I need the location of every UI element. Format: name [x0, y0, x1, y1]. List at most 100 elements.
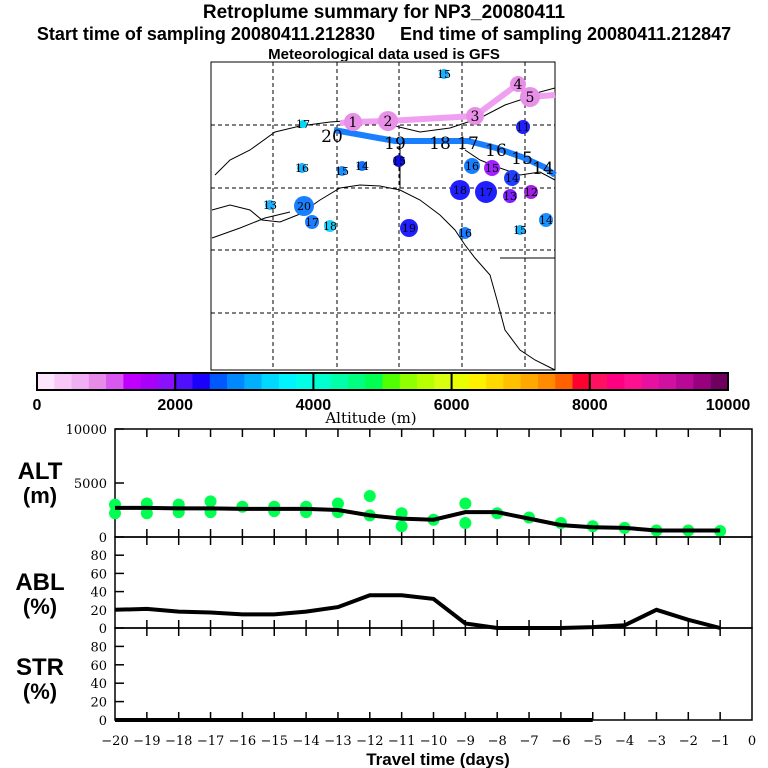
- pink-trajectory-label: 3: [471, 109, 480, 125]
- x-tick-label: −15: [261, 734, 288, 749]
- colorbar-swatch: [399, 373, 418, 390]
- colorbar-swatch: [624, 373, 643, 390]
- plume-marker: [450, 180, 470, 200]
- altitude-colorbar: 0 2000 4000 6000 8000 10000 Altitude (m): [33, 372, 750, 427]
- plume-marker: [297, 163, 307, 173]
- plume-marker-label: 16: [295, 162, 309, 175]
- pink-trajectory-marker: [378, 111, 398, 131]
- plume-marker-label: 19: [402, 222, 416, 235]
- colorbar-swatch: [313, 373, 332, 390]
- colorbar-swatch: [330, 373, 349, 390]
- y-tick-label: 0: [99, 714, 107, 729]
- colorbar-swatch: [278, 373, 297, 390]
- colorbar-swatch: [676, 373, 694, 390]
- colorbar-tick-label: 4000: [296, 397, 332, 414]
- altitude-point: [459, 516, 472, 529]
- x-tick-label: −6: [551, 734, 570, 749]
- colorbar-swatch: [607, 373, 625, 390]
- plume-marker: [484, 160, 500, 176]
- plume-marker: [400, 219, 418, 237]
- y-tick-label: 60: [90, 659, 107, 674]
- x-tick-label: −20: [101, 734, 128, 749]
- met-data-note: Meteorological data used is GFS: [268, 46, 500, 61]
- y-tick-label: 80: [90, 640, 107, 655]
- plume-marker-label: 15: [513, 224, 527, 237]
- y-tick-label: 5000: [74, 477, 107, 492]
- blue-trajectory-label: 16: [485, 141, 507, 161]
- x-tick-label: −12: [356, 734, 383, 749]
- colorbar-swatch: [693, 373, 712, 390]
- colorbar-swatch: [54, 373, 73, 390]
- x-tick-label: −8: [488, 734, 507, 749]
- plume-marker-label: 20: [297, 200, 311, 213]
- plume-marker: [357, 161, 367, 171]
- blue-trajectory-label: 17: [457, 134, 479, 154]
- colorbar-swatch: [296, 373, 314, 390]
- blue-trajectory-label: 15: [511, 149, 533, 169]
- altitude-point: [236, 500, 249, 513]
- x-tick-label: 0: [748, 734, 756, 749]
- blue-trajectory-line: [333, 127, 557, 178]
- panel-str: 0 20 40 60 80 STR(%): [16, 627, 753, 729]
- blue-trajectory-label: 20: [321, 127, 343, 147]
- plume-marker-label: 17: [296, 118, 310, 131]
- colorbar-swatch: [365, 373, 383, 390]
- coastline: [211, 211, 291, 239]
- x-tick-label: −3: [647, 734, 666, 749]
- x-tick-label: −19: [133, 734, 160, 749]
- x-tick-label: −18: [165, 734, 192, 749]
- plume-marker-label: 15: [392, 155, 406, 168]
- colorbar-swatch: [227, 373, 245, 390]
- panel-label: ABL: [15, 569, 64, 596]
- plume-marker-label: 13: [263, 199, 277, 212]
- colorbar-swatch: [106, 373, 124, 390]
- x-tick-label: −1: [711, 734, 730, 749]
- colorbar-swatch: [37, 373, 55, 390]
- panel-label: STR: [16, 654, 64, 681]
- altitude-point: [395, 507, 408, 520]
- plume-marker: [503, 189, 517, 203]
- colorbar-swatch: [555, 373, 574, 390]
- x-tick-label: −10: [420, 734, 447, 749]
- pink-trajectory-marker: [466, 107, 484, 125]
- blue-trajectory-label: 19: [384, 134, 406, 154]
- x-tick-label: −16: [229, 734, 256, 749]
- plume-marker-label: 17: [479, 186, 493, 199]
- y-tick-label: 10000: [66, 423, 107, 438]
- x-axis-label: Travel time (days): [366, 750, 510, 768]
- colorbar-tick-label: 0: [33, 397, 42, 414]
- plume-marker: [305, 215, 319, 229]
- plume-marker: [516, 120, 530, 134]
- plume-marker-label: 13: [503, 190, 517, 203]
- plume-marker: [504, 170, 520, 186]
- panel-label: ALT: [18, 458, 63, 485]
- panel-frame: [114, 627, 753, 721]
- plume-marker: [265, 200, 275, 210]
- blue-trajectory-label: 14: [532, 159, 554, 179]
- altitude-point: [204, 495, 217, 508]
- colorbar-swatch: [71, 373, 90, 390]
- plume-marker: [439, 69, 449, 79]
- plume-marker: [459, 227, 471, 239]
- colorbar-swatch: [520, 373, 539, 390]
- series-line: [114, 593, 721, 630]
- x-tick-label: −4: [615, 734, 634, 749]
- plume-marker-label: 18: [323, 220, 337, 233]
- panel-alt: 0 5000 10000 ALT(m): [18, 423, 753, 546]
- colorbar-swatch: [468, 373, 487, 390]
- colorbar-tick-label: 2000: [157, 397, 193, 414]
- colorbar-swatch: [417, 373, 435, 390]
- plume-marker-label: 16: [465, 160, 479, 173]
- colorbar-swatch: [589, 373, 608, 390]
- colorbar-axis-label: Altitude (m): [324, 409, 416, 427]
- colorbar-swatch: [347, 373, 366, 390]
- pink-trajectory-label: 1: [349, 115, 358, 131]
- plume-marker: [515, 225, 525, 235]
- pink-trajectory-label: 2: [384, 114, 393, 130]
- plume-marker-label: 12: [524, 186, 538, 199]
- colorbar-swatch: [140, 373, 159, 390]
- x-tick-label: −7: [519, 734, 538, 749]
- colorbar-swatch: [157, 373, 176, 390]
